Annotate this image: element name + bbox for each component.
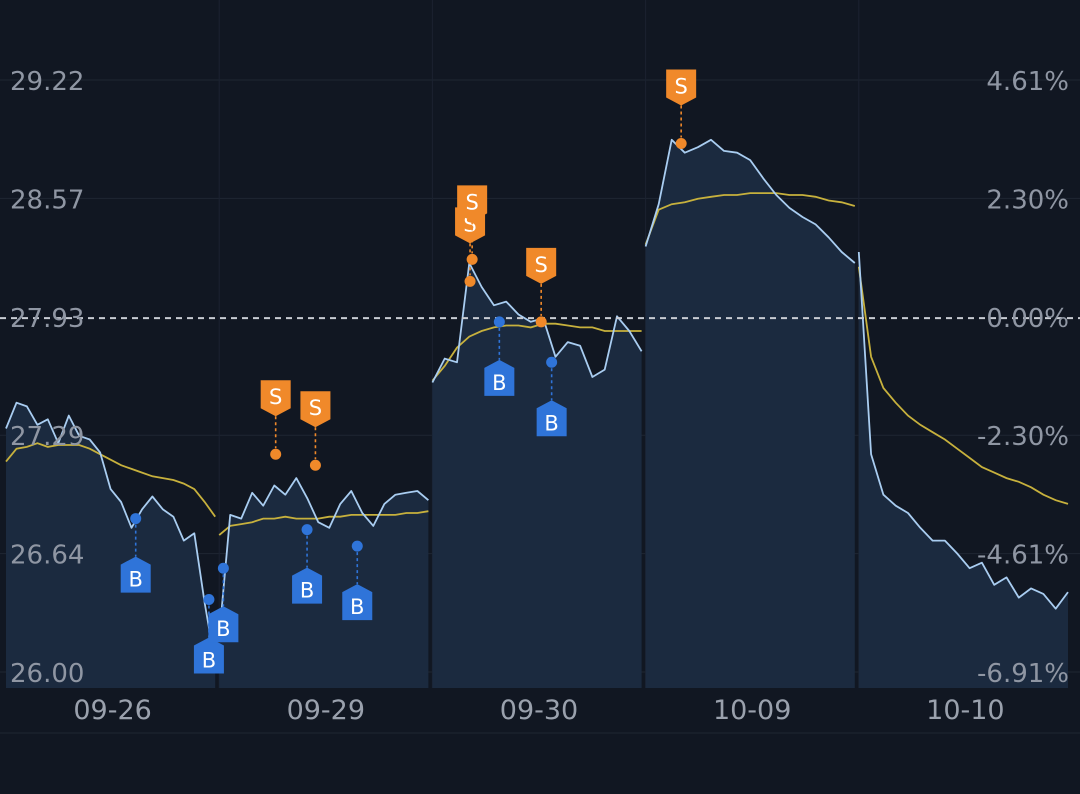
buy-marker: B	[292, 524, 323, 604]
marker-label: B	[202, 648, 216, 672]
buy-marker: B	[193, 593, 224, 674]
marker-label: B	[300, 579, 314, 603]
x-tick: 09-26	[73, 695, 151, 726]
sell-marker: S	[526, 247, 557, 328]
y-tick-left: 26.00	[10, 659, 84, 689]
marker-tag	[536, 400, 567, 437]
marker-dot	[130, 513, 142, 525]
marker-dot	[203, 593, 215, 605]
y-tick-right: 2.30%	[986, 185, 1069, 215]
x-tick: 10-09	[713, 695, 791, 726]
buy-marker: B	[342, 540, 373, 621]
marker-dot	[301, 524, 313, 536]
x-axis-labels: 09-26 09-29 09-30 10-09 10-10	[73, 695, 1004, 726]
marker-dot	[351, 540, 363, 552]
average-price-lines	[5, 192, 1069, 536]
y-axis-left-labels: 29.22 28.57 27.93 27.29 26.64 26.00	[10, 67, 84, 689]
marker-tag	[208, 606, 239, 643]
y-tick-right: -6.91%	[977, 659, 1069, 689]
area-fill-10-09	[645, 139, 855, 689]
sell-marker: S	[666, 69, 697, 150]
marker-dot	[270, 448, 282, 460]
y-tick-left: 29.22	[10, 67, 84, 97]
y-tick-left: 27.93	[10, 304, 84, 334]
buy-marker: B	[536, 356, 567, 437]
marker-tag	[193, 637, 224, 674]
marker-tag	[120, 556, 151, 593]
y-tick-right: -4.61%	[977, 541, 1069, 571]
marker-label: B	[350, 595, 364, 619]
marker-dot	[464, 275, 476, 287]
area-fill-09-26	[6, 402, 216, 688]
marker-label: B	[492, 371, 506, 395]
marker-dot	[535, 316, 547, 328]
marker-dot	[309, 459, 321, 471]
y-tick-left: 28.57	[10, 185, 84, 215]
buy-marker: B	[208, 562, 239, 643]
marker-dot	[546, 356, 558, 368]
area-fill-10-10	[858, 252, 1068, 688]
price-line-10-10	[857, 251, 1069, 610]
y-tick-left: 27.29	[10, 422, 84, 452]
marker-dot	[493, 316, 505, 328]
y-tick-right: 0.00%	[986, 304, 1069, 334]
marker-tag	[300, 391, 331, 428]
x-tick: 09-29	[287, 695, 365, 726]
average-line-10-09	[644, 192, 856, 245]
sell-marker: S	[457, 185, 488, 265]
average-line-09-26	[5, 442, 216, 518]
price-line-09-29	[218, 477, 429, 637]
marker-tag	[526, 247, 557, 284]
sell-marker: S	[300, 391, 331, 471]
marker-label: S	[535, 253, 548, 277]
marker-label: B	[216, 617, 230, 641]
marker-tag	[666, 69, 697, 106]
marker-label: B	[544, 411, 558, 435]
y-tick-left: 26.64	[10, 541, 84, 571]
marker-label: S	[674, 75, 687, 99]
y-tick-right: 4.61%	[986, 67, 1069, 97]
marker-tag	[342, 584, 373, 621]
marker-tag	[457, 185, 488, 222]
marker-label: S	[309, 396, 322, 420]
marker-tag	[292, 567, 323, 604]
marker-label: B	[128, 568, 142, 592]
area-fill-09-29	[219, 478, 429, 688]
x-tick: 10-10	[926, 695, 1004, 726]
marker-dot	[217, 562, 229, 574]
buy-marker: B	[484, 316, 515, 396]
average-line-10-10	[857, 266, 1069, 505]
marker-label: S	[269, 385, 282, 409]
marker-label: S	[465, 190, 478, 214]
marker-dot	[675, 138, 687, 150]
average-line-09-29	[218, 510, 429, 536]
sell-marker: S	[260, 380, 291, 460]
buy-marker: B	[120, 513, 151, 593]
marker-tag	[484, 359, 515, 396]
marker-dot	[466, 253, 478, 265]
price-line-09-26	[5, 401, 217, 664]
marker-tag	[260, 380, 291, 417]
x-tick: 09-30	[500, 695, 578, 726]
y-axis-right-labels: 4.61% 2.30% 0.00% -2.30% -4.61% -6.91%	[977, 67, 1069, 689]
y-tick-right: -2.30%	[977, 422, 1069, 452]
average-line-09-30	[431, 322, 642, 382]
